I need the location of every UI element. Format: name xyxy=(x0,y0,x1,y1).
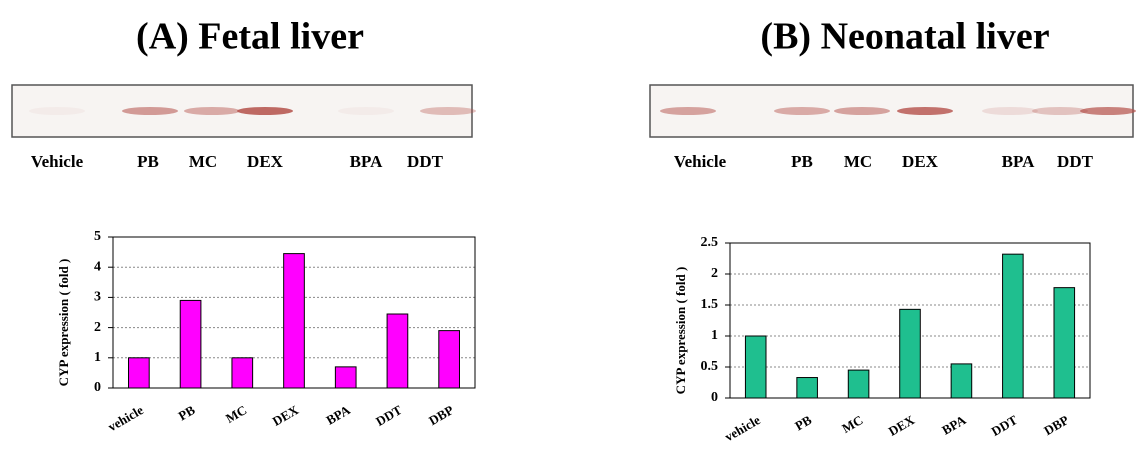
x-tick-label: DDT xyxy=(989,412,1021,439)
x-tick-label: DEX xyxy=(270,402,302,429)
y-tick-label: 5 xyxy=(94,229,101,244)
bar xyxy=(797,378,818,398)
bar xyxy=(232,358,253,388)
x-tick-label: vehicle xyxy=(105,402,146,434)
y-axis-label: CYP expression ( fold ) xyxy=(673,267,688,395)
blot-band xyxy=(774,107,830,115)
blot-band xyxy=(834,107,890,115)
panel-title: (A) Fetal liver xyxy=(136,16,364,58)
blot-band xyxy=(237,107,293,115)
x-tick-label: MC xyxy=(223,402,249,426)
bar xyxy=(387,314,408,388)
blot-band xyxy=(660,107,716,115)
blot-lane-label: PB xyxy=(137,152,159,171)
y-tick-label: 3 xyxy=(94,290,101,305)
blot-band xyxy=(1080,107,1136,115)
blot-lane-label: Vehicle xyxy=(674,152,727,171)
y-tick-label: 1 xyxy=(711,328,718,343)
bar xyxy=(1003,254,1024,398)
y-tick-label: 2.5 xyxy=(701,235,719,250)
y-tick-label: 0 xyxy=(94,380,101,395)
blot-lane-label: DDT xyxy=(407,152,444,171)
x-tick-label: PB xyxy=(176,402,198,423)
blot-lane-label: BPA xyxy=(1002,152,1035,171)
x-tick-label: MC xyxy=(839,412,865,436)
y-tick-label: 0.5 xyxy=(701,359,719,374)
blot-band xyxy=(122,107,178,115)
bar xyxy=(439,331,460,388)
y-tick-label: 4 xyxy=(94,259,101,274)
blot-band xyxy=(897,107,953,115)
x-tick-label: DBP xyxy=(1041,412,1071,438)
blot-band xyxy=(29,107,85,115)
blot-band xyxy=(1032,107,1088,115)
x-tick-label: DBP xyxy=(426,402,456,428)
x-tick-label: PB xyxy=(792,412,814,433)
blot-lane-label: DEX xyxy=(247,152,284,171)
y-tick-label: 2 xyxy=(94,320,101,335)
bar xyxy=(1054,288,1075,398)
x-tick-label: BPA xyxy=(939,412,969,438)
y-axis-label: CYP expression ( fold ) xyxy=(56,259,71,387)
bar xyxy=(180,300,201,388)
blot-band xyxy=(420,107,476,115)
bar xyxy=(129,358,150,388)
y-tick-label: 1.5 xyxy=(701,297,719,312)
blot-lane-label: BPA xyxy=(350,152,383,171)
blot-band xyxy=(338,107,394,115)
figure: (A) Fetal liver Vehicle PB MC DEX BPA DDT 0 1 2 3 4… xyxy=(0,0,1139,463)
panel-title: (B) Neonatal liver xyxy=(760,16,1049,58)
bar xyxy=(284,254,305,388)
bar xyxy=(335,367,356,388)
blot-lane-label: PB xyxy=(791,152,813,171)
y-tick-label: 2 xyxy=(711,266,718,281)
y-tick-label: 0 xyxy=(711,390,718,405)
x-tick-label: BPA xyxy=(324,402,354,428)
bar xyxy=(900,309,921,398)
blot-lane-label: MC xyxy=(844,152,872,171)
bar xyxy=(848,370,869,398)
x-tick-label: DDT xyxy=(373,402,405,429)
bar xyxy=(745,336,766,398)
x-tick-label: vehicle xyxy=(722,412,763,444)
blot-lane-label: Vehicle xyxy=(31,152,84,171)
y-tick-label: 1 xyxy=(94,350,101,365)
bar xyxy=(951,364,972,398)
blot-band xyxy=(982,107,1038,115)
blot-lane-label: MC xyxy=(189,152,217,171)
x-tick-label: DEX xyxy=(886,412,918,439)
blot-lane-label: DEX xyxy=(902,152,939,171)
blot-lane-label: DDT xyxy=(1057,152,1094,171)
blot-band xyxy=(184,107,240,115)
